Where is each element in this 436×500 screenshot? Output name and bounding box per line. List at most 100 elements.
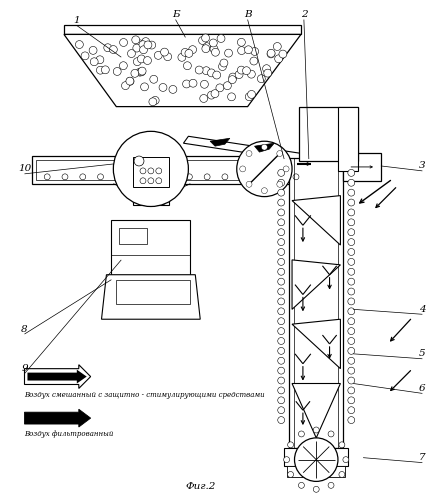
Circle shape (348, 170, 355, 176)
Text: Б: Б (172, 10, 179, 19)
Circle shape (278, 387, 285, 394)
Text: 2: 2 (300, 10, 307, 19)
Circle shape (283, 166, 289, 172)
Circle shape (284, 456, 290, 462)
Circle shape (250, 57, 258, 65)
Polygon shape (292, 319, 341, 368)
Circle shape (288, 442, 293, 448)
Circle shape (217, 34, 225, 42)
Circle shape (183, 80, 191, 88)
Polygon shape (292, 260, 341, 310)
Circle shape (277, 182, 283, 188)
Bar (36, 160, 310, 180)
Circle shape (140, 83, 149, 91)
Circle shape (313, 427, 319, 433)
Circle shape (246, 182, 252, 188)
Bar (119, 228, 147, 244)
Circle shape (151, 174, 157, 180)
Bar (284, 448, 348, 466)
Circle shape (222, 174, 228, 180)
Circle shape (75, 40, 83, 48)
Text: 8: 8 (21, 324, 28, 334)
Circle shape (278, 258, 285, 266)
Circle shape (348, 406, 355, 414)
Circle shape (225, 49, 232, 57)
Circle shape (216, 84, 224, 92)
Circle shape (140, 46, 147, 54)
Circle shape (238, 38, 245, 46)
Bar (64, 24, 301, 34)
Polygon shape (184, 136, 319, 163)
Circle shape (116, 174, 121, 180)
Circle shape (126, 78, 134, 85)
Polygon shape (255, 143, 274, 152)
Circle shape (210, 45, 218, 53)
Bar (338, 106, 358, 171)
Circle shape (138, 68, 146, 76)
Bar (289, 158, 344, 448)
Circle shape (44, 174, 50, 180)
Circle shape (154, 52, 162, 60)
Circle shape (245, 93, 253, 100)
Circle shape (138, 67, 146, 75)
Text: Воздух смешанный с защитно - стимулирующими средствами: Воздух смешанный с защитно - стимулирующ… (24, 392, 265, 400)
Circle shape (267, 50, 275, 58)
Circle shape (275, 174, 281, 180)
Circle shape (202, 44, 210, 52)
Circle shape (131, 70, 139, 78)
Circle shape (150, 76, 158, 83)
Circle shape (184, 62, 191, 70)
Circle shape (278, 308, 285, 315)
Circle shape (273, 42, 281, 50)
Circle shape (98, 174, 103, 180)
Bar (299, 106, 358, 161)
Circle shape (228, 93, 235, 101)
Circle shape (262, 64, 270, 72)
Circle shape (134, 156, 144, 166)
Polygon shape (102, 274, 200, 319)
Circle shape (348, 288, 355, 295)
Circle shape (151, 96, 159, 104)
Circle shape (178, 54, 186, 62)
Circle shape (348, 268, 355, 275)
Circle shape (257, 74, 265, 82)
Circle shape (109, 46, 117, 54)
Text: 9: 9 (21, 364, 28, 373)
Circle shape (278, 199, 285, 206)
Circle shape (237, 66, 245, 74)
Circle shape (279, 50, 287, 58)
Circle shape (328, 431, 334, 437)
Circle shape (348, 328, 355, 334)
Circle shape (119, 62, 127, 70)
Text: 3: 3 (419, 162, 426, 170)
Text: 10: 10 (18, 164, 31, 173)
Circle shape (348, 219, 355, 226)
Circle shape (140, 178, 146, 184)
Circle shape (223, 82, 232, 90)
Circle shape (262, 144, 267, 150)
Circle shape (213, 71, 221, 79)
Bar (344, 153, 381, 181)
Circle shape (343, 456, 349, 462)
Circle shape (348, 199, 355, 206)
Circle shape (313, 486, 319, 492)
Circle shape (240, 174, 245, 180)
Circle shape (348, 387, 355, 394)
Circle shape (238, 46, 245, 54)
Circle shape (201, 80, 208, 88)
Circle shape (202, 66, 210, 74)
Circle shape (144, 41, 152, 49)
Text: Воздух фильтрованный: Воздух фильтрованный (24, 430, 114, 438)
Polygon shape (24, 364, 91, 388)
Circle shape (278, 406, 285, 414)
Circle shape (127, 50, 136, 58)
Circle shape (251, 48, 259, 56)
Circle shape (278, 238, 285, 246)
Circle shape (185, 50, 193, 58)
Circle shape (200, 94, 208, 102)
Circle shape (139, 40, 147, 48)
Circle shape (156, 178, 162, 184)
Circle shape (204, 174, 210, 180)
Circle shape (299, 482, 304, 488)
Circle shape (189, 80, 197, 87)
